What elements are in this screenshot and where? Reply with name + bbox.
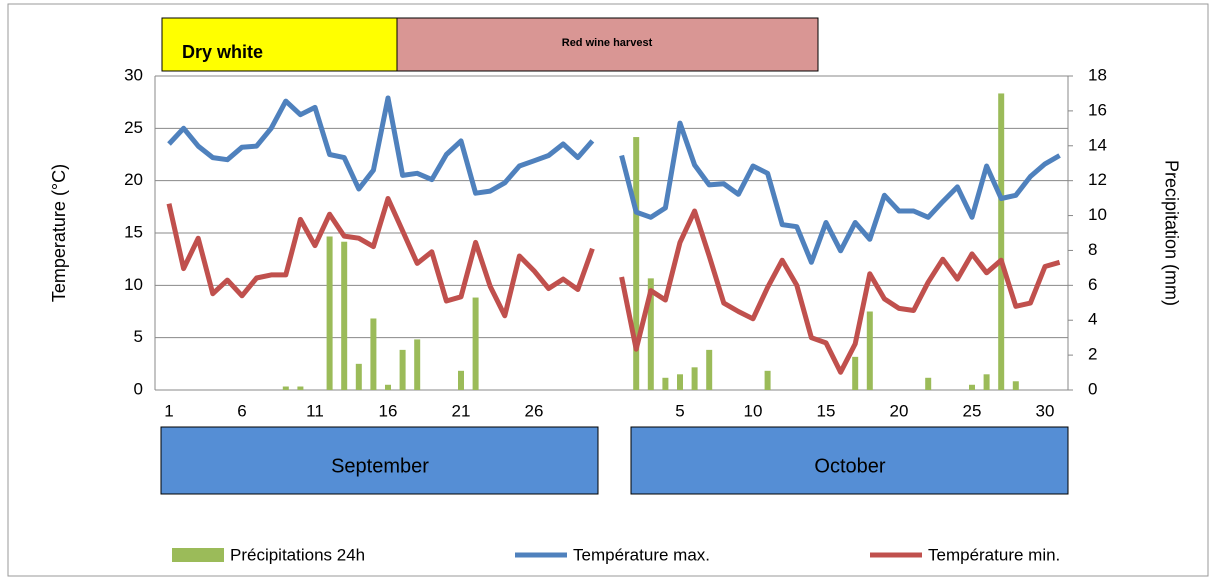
legend-label: Température max.	[573, 545, 710, 564]
bar	[969, 384, 975, 390]
y2-tick-label: 12	[1088, 170, 1107, 189]
y-tick-label: 30	[124, 65, 143, 84]
bar	[691, 367, 698, 390]
line	[167, 95, 1061, 265]
y-tick-label: 5	[134, 327, 143, 346]
y2-axis-title: Precipitation (mm)	[1161, 160, 1181, 306]
bar	[983, 374, 990, 390]
harvest-box	[396, 17, 819, 72]
y2-tick-label: 14	[1088, 135, 1107, 154]
x-tick-label: 20	[890, 401, 909, 420]
legend-swatch	[172, 548, 224, 562]
bar	[677, 374, 683, 390]
x-tick-label: 6	[237, 401, 246, 420]
bar	[662, 377, 669, 390]
x-tick-label: 26	[525, 401, 544, 420]
y-tick-label: 25	[124, 118, 143, 137]
x-tick-label: 11	[306, 401, 324, 420]
bar	[341, 241, 348, 390]
bar	[852, 356, 859, 390]
legend-label: Précipitations 24h	[230, 545, 365, 564]
y2-tick-label: 16	[1088, 100, 1107, 119]
y-tick-label: 10	[124, 275, 143, 294]
bar	[866, 311, 873, 390]
harvest-box	[161, 17, 398, 72]
month-label: October	[814, 455, 885, 477]
bar	[370, 318, 377, 390]
bar	[399, 349, 406, 390]
y2-tick-label: 18	[1088, 65, 1107, 84]
bar	[385, 384, 391, 390]
x-tick-label: 5	[675, 401, 684, 420]
y2-tick-label: 10	[1088, 205, 1107, 224]
bar	[925, 377, 932, 390]
bar	[326, 236, 333, 390]
x-tick-label: 16	[379, 401, 398, 420]
bar	[706, 349, 713, 390]
bar	[998, 93, 1005, 390]
y-tick-label: 20	[124, 170, 143, 189]
bar	[764, 370, 771, 390]
bar	[647, 278, 654, 390]
x-tick-label: 30	[1036, 401, 1055, 420]
bar	[282, 386, 289, 390]
bar	[472, 297, 479, 390]
bar	[414, 339, 421, 390]
y2-tick-label: 8	[1088, 240, 1097, 259]
x-tick-label: 15	[817, 401, 836, 420]
x-tick-label: 10	[744, 401, 763, 420]
bar	[355, 363, 362, 390]
legend-label: Température min.	[928, 545, 1060, 564]
y2-tick-label: 0	[1088, 379, 1097, 398]
month-box	[160, 426, 599, 495]
y-tick-label: 15	[124, 222, 143, 241]
y-axis-title: Temperature (°C)	[49, 164, 69, 302]
y2-tick-label: 6	[1088, 275, 1097, 294]
y-tick-label: 0	[134, 379, 143, 398]
month-box	[630, 426, 1069, 495]
harvest-label: Red wine harvest	[562, 37, 653, 49]
line	[166, 196, 1061, 375]
month-label: September	[331, 455, 429, 477]
bar	[458, 370, 464, 390]
x-tick-label: 25	[963, 401, 982, 420]
bar	[1012, 381, 1019, 390]
harvest-label: Dry white	[182, 42, 263, 62]
y2-tick-label: 4	[1088, 310, 1097, 329]
x-tick-label: 1	[164, 401, 173, 420]
bar	[297, 386, 304, 390]
bar	[633, 137, 640, 390]
y2-tick-label: 2	[1088, 345, 1097, 364]
x-tick-label: 21	[452, 401, 471, 420]
